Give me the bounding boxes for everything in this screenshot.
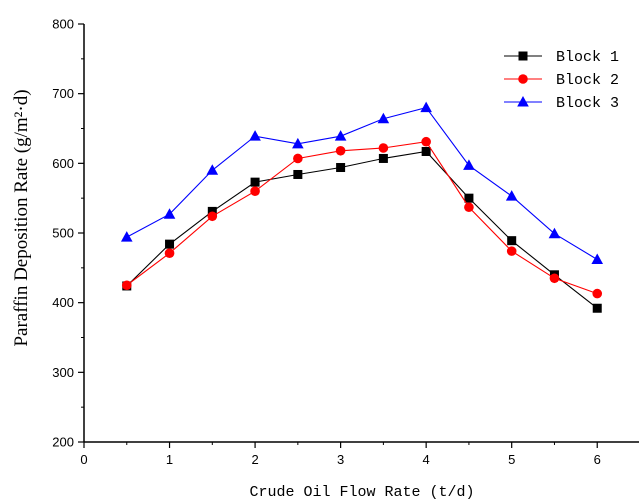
series-block-3-point	[292, 137, 304, 149]
y-tick-label: 500	[52, 226, 74, 241]
legend-block-3: Block 3	[504, 95, 619, 112]
series-block-1-point	[336, 163, 346, 173]
series-block-1-point	[421, 146, 431, 156]
series-block-2-point	[207, 211, 218, 222]
plot-area	[120, 101, 604, 313]
y-tick-label: 800	[52, 17, 74, 32]
x-tick-label: 2	[251, 452, 258, 467]
x-tick-label: 6	[594, 452, 601, 467]
series-block-2-point	[592, 288, 603, 299]
series-block-3-point	[163, 208, 176, 219]
y-tick-label: 400	[52, 295, 74, 310]
legend-block-3-marker	[517, 96, 529, 107]
legend-block-2-label: Block 2	[556, 72, 619, 89]
series-block-1-point	[464, 193, 474, 203]
series-block-1-line	[126, 150, 598, 309]
series-block-3-point	[120, 231, 133, 242]
series-block-2-point	[335, 145, 346, 156]
series-block-3-point	[249, 130, 261, 141]
series-block-3-point	[206, 164, 219, 175]
series-block-2-point	[506, 246, 517, 256]
axes: 200 300 400 500 600 700 800 0 1 2 3 4 5 6	[52, 17, 639, 467]
series-block-1-point	[250, 177, 260, 187]
series-block-2-point	[293, 153, 303, 164]
series-block-3-point	[463, 159, 475, 170]
legend-block-2-marker	[518, 74, 528, 84]
legend: Block 1 Block 2 Block 3	[504, 49, 619, 112]
series-block-2-point	[464, 202, 474, 213]
x-tick-label: 3	[337, 452, 344, 467]
series-block-2-point	[121, 280, 132, 291]
series-block-2	[121, 136, 603, 299]
series-block-3-point	[334, 130, 347, 141]
legend-block-3-label: Block 3	[556, 95, 619, 112]
x-tick-label: 4	[423, 452, 430, 467]
y-tick-label: 200	[52, 435, 74, 450]
series-block-1-point	[592, 303, 602, 313]
series-block-2-point	[250, 186, 260, 196]
series-block-2-point	[421, 136, 431, 147]
series-block-2-point	[549, 273, 560, 284]
x-tick-label: 0	[80, 452, 87, 467]
series-block-3-line	[126, 106, 598, 260]
series-block-3-point	[505, 190, 518, 201]
series-block-3-point	[377, 112, 390, 124]
legend-block-2: Block 2	[504, 72, 619, 89]
y-tick-label: 600	[52, 156, 74, 171]
series-block-3	[120, 101, 604, 264]
y-tick-label: 700	[52, 86, 74, 101]
y-axis-title: Paraffin Deposition Rate (g/m²·d)	[11, 89, 32, 346]
series-block-3-point	[591, 253, 604, 264]
series-block-1-point	[507, 236, 517, 246]
series-block-3-point	[548, 227, 561, 239]
series-block-2-line	[126, 141, 598, 295]
x-tick-label: 5	[508, 452, 515, 467]
series-block-1-point	[378, 153, 388, 163]
series-block-1-point	[207, 206, 217, 216]
legend-block-1-label: Block 1	[556, 49, 619, 66]
y-tick-label: 300	[52, 365, 74, 380]
x-axis-title: Crude Oil Flow Rate (t/d)	[249, 484, 474, 501]
series-block-1-point	[293, 169, 303, 179]
series-block-2-point	[164, 248, 175, 259]
series-block-3-point	[420, 101, 432, 113]
series-block-2-point	[378, 143, 389, 153]
series-block-1-point	[165, 239, 175, 249]
legend-block-1: Block 1	[504, 49, 619, 66]
legend-block-1-marker	[518, 51, 528, 61]
x-tick-label: 1	[166, 452, 173, 467]
